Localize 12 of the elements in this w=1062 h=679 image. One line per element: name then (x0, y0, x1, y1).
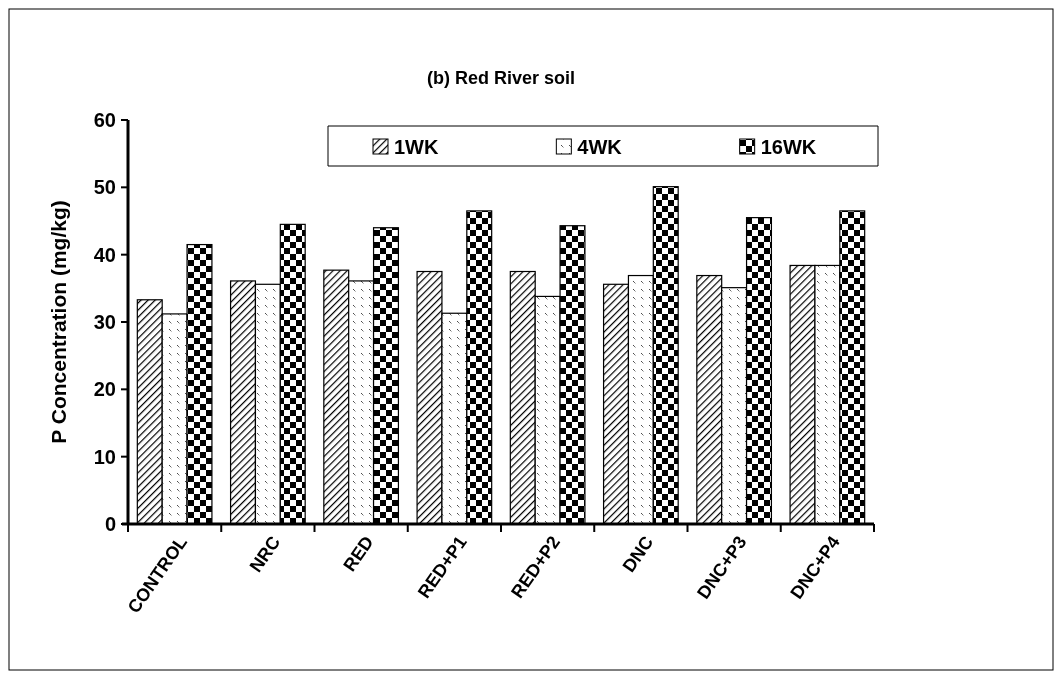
y-tick-label: 10 (93, 445, 116, 468)
y-tick-label: 60 (93, 109, 116, 131)
y-tick-label: 50 (93, 176, 116, 199)
y-axis-title: P Concentration (mg/kg) (47, 200, 70, 444)
y-tick-label: 20 (93, 378, 116, 401)
legend-label: 1WK (394, 136, 439, 158)
y-tick-label: 30 (93, 311, 116, 333)
chart-title: (b) Red River soil (426, 68, 576, 88)
y-tick-label: 40 (93, 243, 116, 266)
legend-label: 16WK (760, 136, 817, 158)
y-tick-label: 0 (104, 513, 116, 535)
legend-label: 4WK (577, 136, 623, 158)
